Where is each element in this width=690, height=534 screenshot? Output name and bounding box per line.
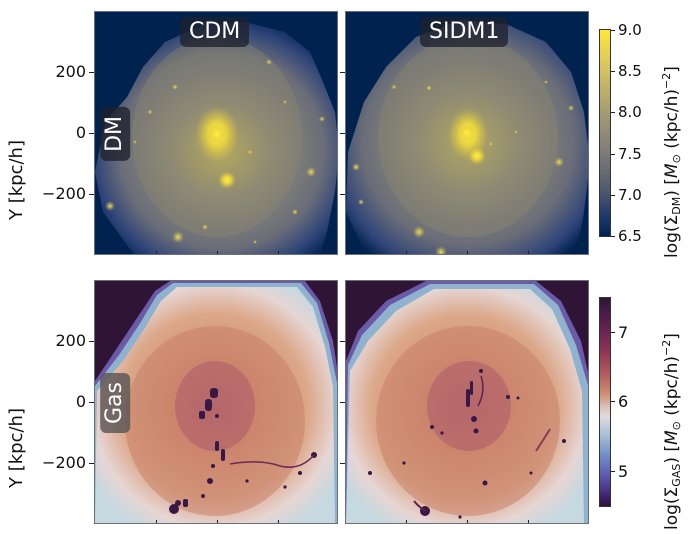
ytick-200-bottom: 200: [55, 331, 86, 350]
ytick-mark: [89, 402, 94, 403]
ytick-mark: [340, 133, 345, 134]
cb-gas-tick-5: 5: [618, 462, 629, 481]
panel-dm-sidm1: SIDM1: [345, 11, 589, 255]
cb-tick: [611, 332, 615, 333]
ytick-mark: [340, 341, 345, 342]
colorbar-dm-title: log(ΣDM) [M⊙ (kpc/h)−2]: [660, 66, 683, 258]
xtick-mark: [156, 251, 157, 254]
xtick-mark: [217, 520, 218, 523]
xtick-mark: [156, 520, 157, 523]
gas-sidm1-density-map: [346, 281, 588, 523]
cb-dm-tick-8.5: 8.5: [618, 62, 642, 80]
dm-cdm-density-map: [95, 12, 337, 254]
ytick-mark: [340, 72, 345, 73]
ytick-0-bottom: 0: [75, 392, 86, 411]
cb-tick: [611, 195, 615, 196]
xtick-mark: [278, 251, 279, 254]
cb-dm-title-prefix: log(Σ: [662, 214, 682, 258]
ytick-mark: [340, 402, 345, 403]
cb-gas-title-tail: (kpc/h): [662, 355, 682, 422]
y-axis-label-bottom: Y [kpc/h]: [6, 408, 27, 488]
colorbar-gas: [599, 297, 611, 507]
panel-gas-cdm: Gas: [94, 280, 338, 524]
cb-gas-title-m: M: [662, 430, 682, 445]
cb-dm-tick-9.0: 9.0: [618, 21, 642, 39]
xtick-mark: [217, 251, 218, 254]
cb-tick: [611, 401, 615, 402]
ytick-mark: [89, 133, 94, 134]
xtick-mark: [278, 520, 279, 523]
colorbar-gas-title: log(ΣGAS) [M⊙ (kpc/h)−2]: [660, 333, 683, 530]
xtick-mark: [467, 520, 468, 523]
cb-dm-title-sup: −2: [660, 72, 673, 90]
cb-tick: [611, 30, 615, 31]
cb-dm-title-sub: DM: [670, 196, 683, 215]
cb-tick: [611, 154, 615, 155]
cb-tick: [611, 112, 615, 113]
cb-dm-title-tail: (kpc/h): [662, 89, 682, 155]
xtick-mark: [406, 520, 407, 523]
cb-dm-tick-7.0: 7.0: [618, 186, 642, 204]
ytick-mark: [89, 72, 94, 73]
cb-gas-title-sup: −2: [660, 339, 673, 356]
xtick-mark: [406, 251, 407, 254]
cb-dm-title-mid: ) [: [662, 178, 682, 197]
cb-dm-title-m: M: [662, 163, 682, 179]
ytick-0-top: 0: [75, 123, 86, 142]
ytick-m200-bottom: −200: [42, 453, 86, 472]
panel-dm-cdm: CDM DM: [94, 11, 338, 255]
ytick-mark: [89, 194, 94, 195]
cb-gas-title-sub: GAS: [670, 463, 683, 487]
cb-dm-title-sun: ⊙: [670, 154, 683, 164]
y-axis-label-top: Y [kpc/h]: [6, 140, 27, 220]
xtick-mark: [528, 251, 529, 254]
ytick-mark: [89, 341, 94, 342]
cb-dm-tick-8.0: 8.0: [618, 103, 642, 121]
column-label-sidm1: SIDM1: [420, 17, 509, 48]
cb-gas-title-end: ]: [662, 333, 682, 340]
gas-cdm-density-map: [95, 281, 337, 523]
cb-gas-title-prefix: log(Σ: [662, 486, 682, 530]
row-label-dm: DM: [100, 107, 131, 161]
colorbar-dm: [599, 29, 611, 237]
panel-gas-sidm1: [345, 280, 589, 524]
row-label-gas: Gas: [100, 373, 131, 433]
ytick-200-top: 200: [55, 62, 86, 81]
cb-dm-tick-7.5: 7.5: [618, 145, 642, 163]
cb-gas-title-sun: ⊙: [670, 421, 683, 431]
ytick-mark: [340, 194, 345, 195]
cb-gas-tick-7: 7: [618, 323, 629, 342]
cb-tick: [611, 71, 615, 72]
dm-sidm1-density-map: [346, 12, 588, 254]
xtick-mark: [467, 251, 468, 254]
xtick-mark: [528, 520, 529, 523]
column-label-cdm: CDM: [180, 17, 250, 48]
cb-tick: [611, 471, 615, 472]
ytick-m200-top: −200: [42, 184, 86, 203]
cb-tick: [611, 236, 615, 237]
cb-gas-tick-6: 6: [618, 392, 629, 411]
ytick-mark: [340, 463, 345, 464]
cb-dm-tick-6.5: 6.5: [618, 227, 642, 245]
cb-dm-title-end: ]: [662, 66, 682, 73]
ytick-mark: [89, 463, 94, 464]
cb-gas-title-mid: ) [: [662, 445, 682, 464]
